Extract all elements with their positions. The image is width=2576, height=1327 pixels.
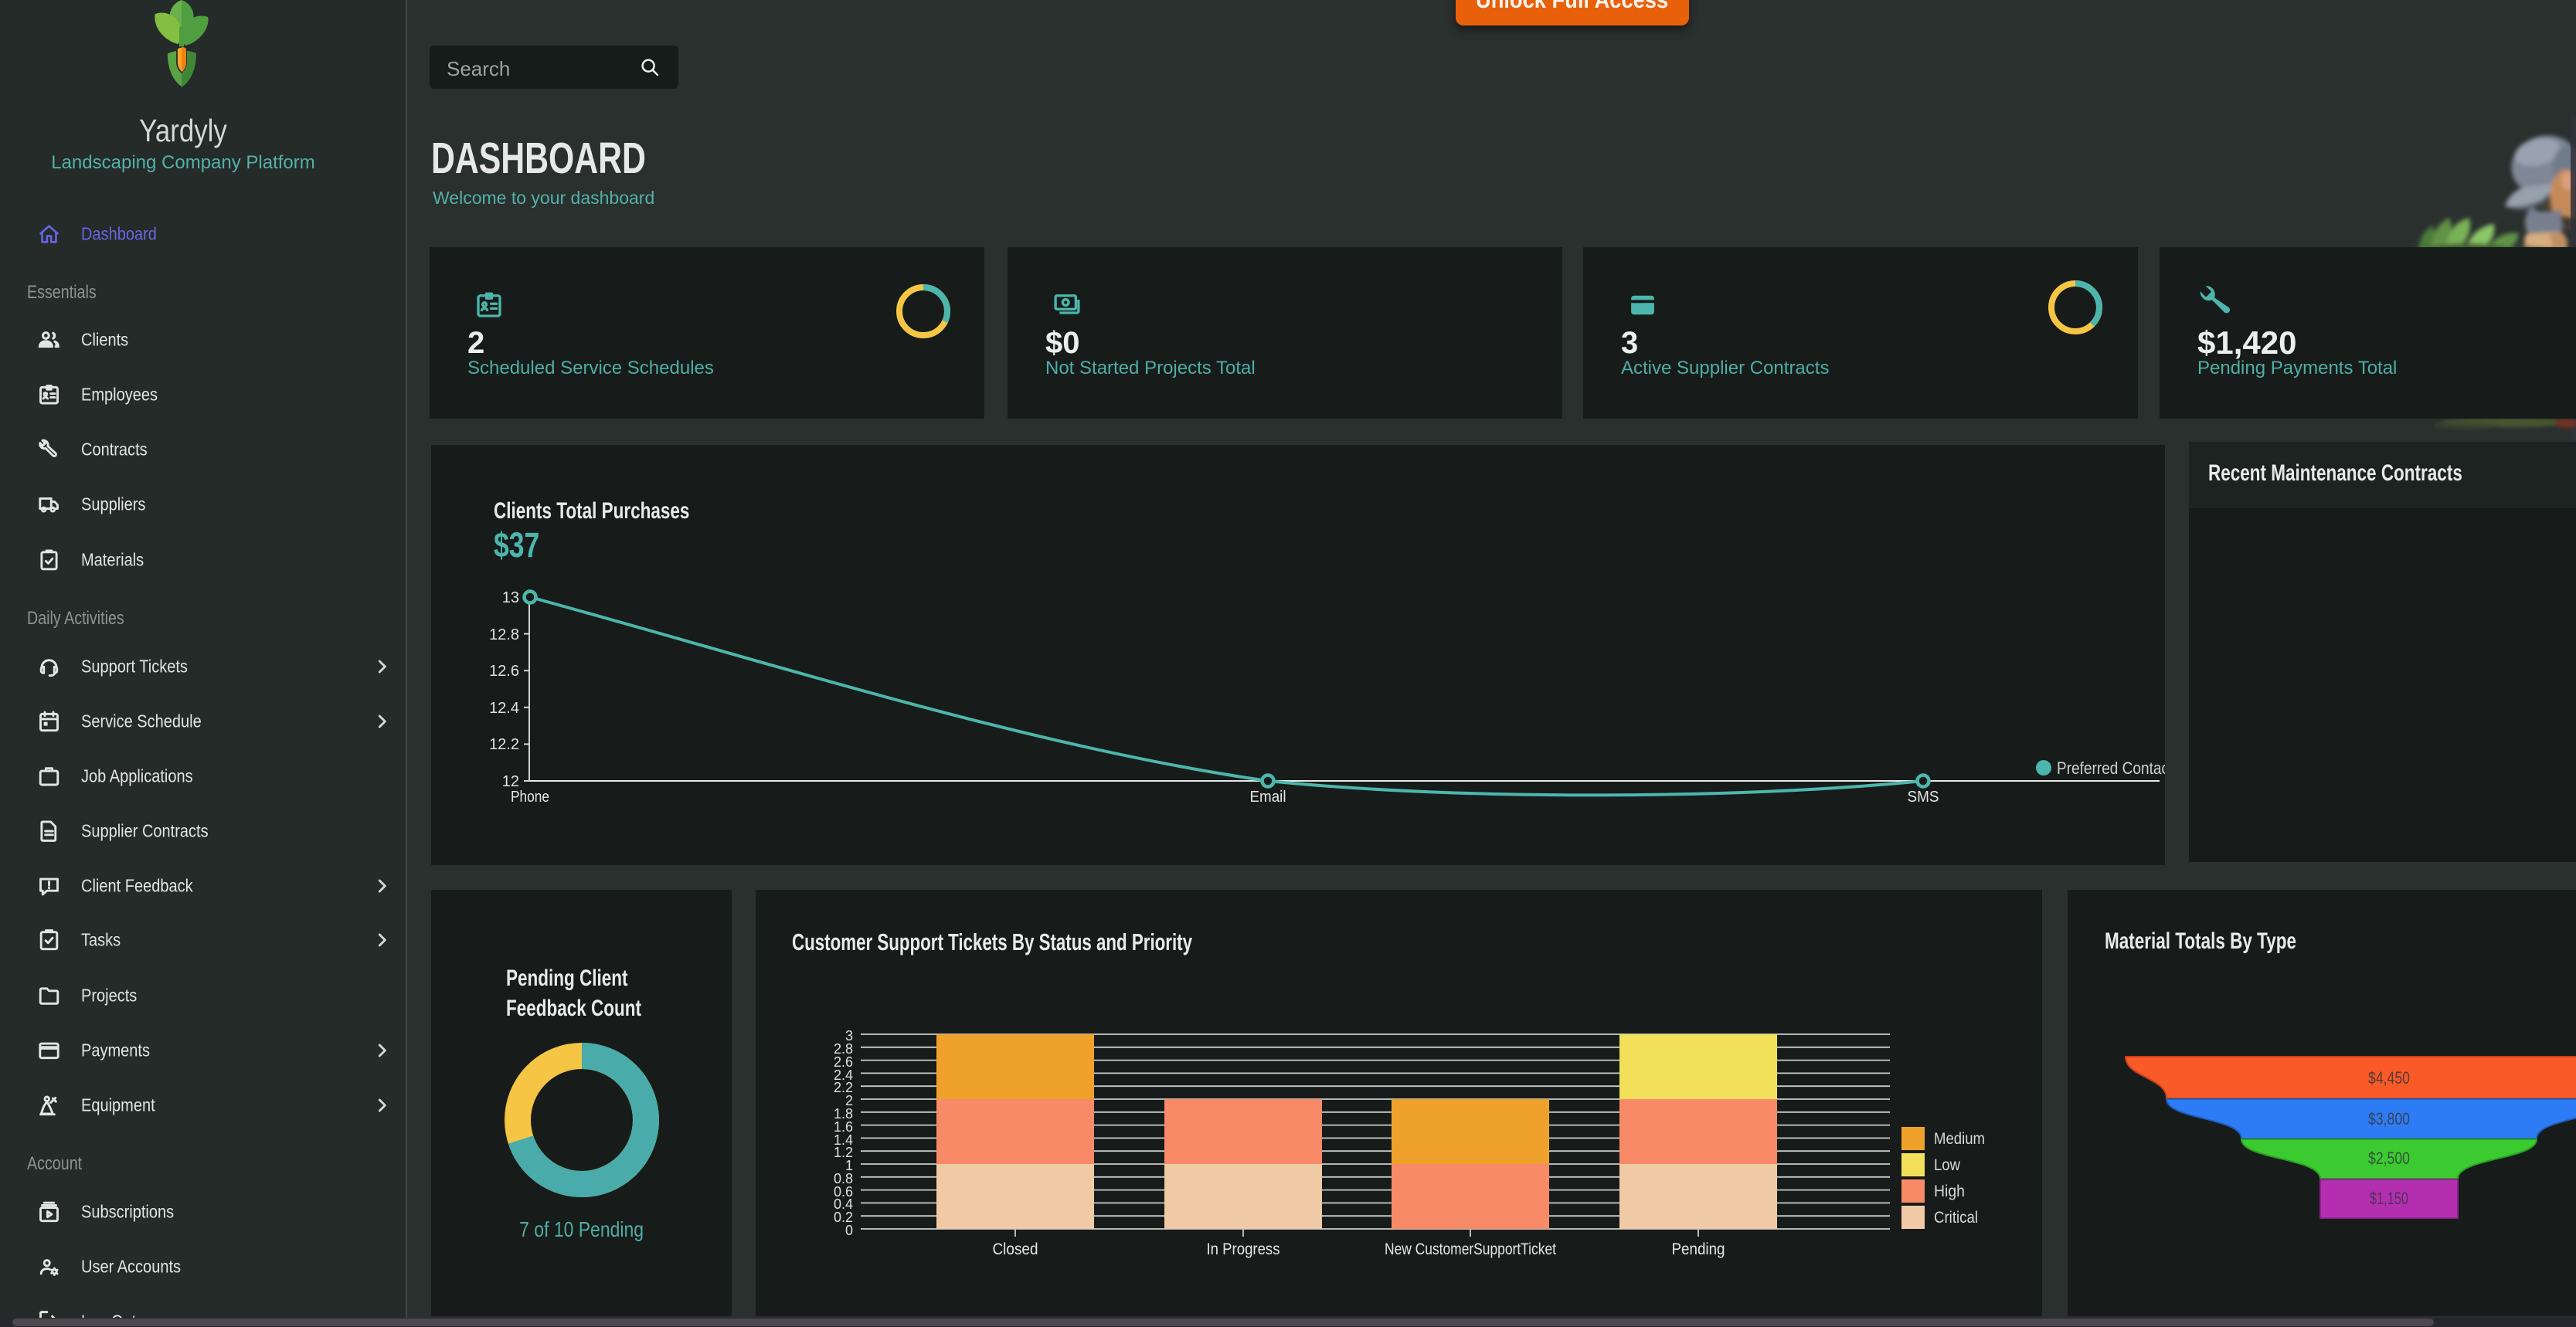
svg-text:$1,150: $1,150 [2370,1189,2408,1208]
svg-text:Medium: Medium [1934,1130,1985,1148]
svg-text:3: 3 [845,1028,853,1044]
svg-text:2.8: 2.8 [834,1041,853,1057]
svg-text:0: 0 [845,1223,853,1238]
svg-text:In Progress: In Progress [1207,1240,1280,1258]
svg-text:12.2: 12.2 [489,736,519,753]
svg-text:Low: Low [1934,1156,1961,1174]
svg-text:$4,450: $4,450 [2368,1068,2410,1088]
svg-text:2: 2 [845,1093,853,1108]
svg-text:12: 12 [502,773,519,790]
svg-text:$2,500: $2,500 [2368,1149,2410,1168]
svg-text:Critical: Critical [1934,1209,1978,1227]
svg-text:2.6: 2.6 [834,1054,853,1070]
svg-text:SMS: SMS [1908,789,1939,806]
svg-text:High: High [1934,1183,1965,1200]
svg-text:13: 13 [502,589,519,606]
svg-text:12.4: 12.4 [489,700,519,717]
svg-text:Closed: Closed [993,1240,1038,1258]
svg-text:Phone: Phone [511,789,549,806]
svg-text:1.4: 1.4 [834,1132,853,1148]
svg-text:Pending: Pending [1672,1240,1725,1258]
svg-text:0.2: 0.2 [834,1210,853,1225]
svg-text:Preferred Contac: Preferred Contac [2057,759,2165,778]
svg-text:12.8: 12.8 [489,626,519,643]
svg-text:1.6: 1.6 [834,1119,853,1135]
svg-text:0.4: 0.4 [834,1196,853,1212]
svg-text:1.8: 1.8 [834,1106,853,1122]
svg-text:12.6: 12.6 [489,663,519,680]
svg-text:$3,800: $3,800 [2368,1109,2410,1128]
svg-text:1.2: 1.2 [834,1145,853,1160]
svg-text:0.6: 0.6 [834,1184,853,1200]
svg-text:2.4: 2.4 [834,1067,853,1083]
svg-text:2.2: 2.2 [834,1080,853,1095]
svg-text:0.8: 0.8 [834,1171,853,1186]
svg-text:New CustomerSupportTicket: New CustomerSupportTicket [1385,1240,1556,1258]
svg-text:1: 1 [845,1158,853,1173]
svg-text:Email: Email [1250,789,1286,806]
